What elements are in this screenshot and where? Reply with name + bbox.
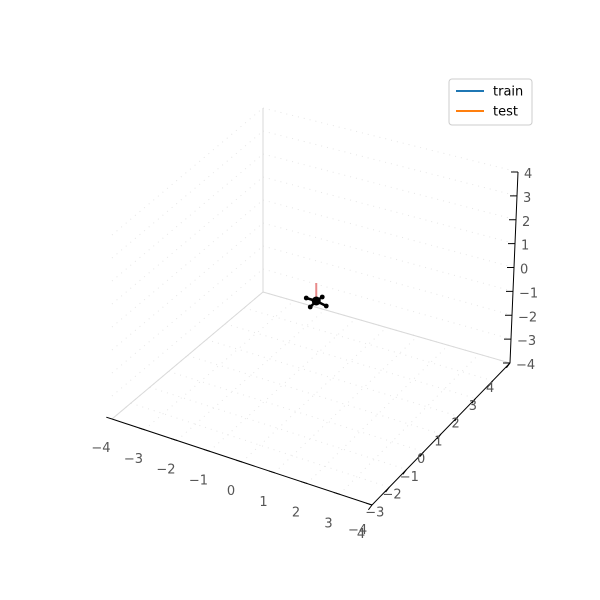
grid-line-wall-left: [111, 107, 264, 236]
y-axis-tick: [471, 398, 476, 404]
axes-layer: [111, 108, 519, 506]
x-axis-tick-label: −4: [91, 441, 110, 456]
x-axis-tick-label: −2: [156, 463, 175, 478]
y-axis-tick: [419, 451, 425, 457]
x-axis-tick: [106, 416, 113, 420]
grid-line-wall-left: [111, 130, 264, 259]
x-axis-tick-label: −1: [189, 473, 208, 488]
x-axis-tick: [333, 491, 340, 495]
y-axis-tick-label: 4: [486, 381, 494, 396]
pane-edge: [262, 291, 511, 364]
grid-line-floor-y: [168, 370, 424, 453]
y-axis-tick: [488, 380, 494, 386]
grid-line-floor-y: [206, 339, 459, 417]
grid-line-wall-left: [111, 245, 264, 374]
y-axis-tick-label: 2: [452, 417, 460, 432]
drone-rotor: [323, 303, 329, 309]
y-axis-tick-label: −2: [383, 488, 402, 503]
y-axis-tick-label: −1: [400, 470, 419, 485]
grid-line-floor-x: [306, 344, 449, 484]
grid-line-wall-back: [262, 130, 518, 197]
z-axis-tick-label: −1: [519, 286, 538, 301]
pane-edge: [111, 291, 264, 420]
x-axis-tick: [138, 427, 145, 431]
z-axis-tick-label: 3: [523, 191, 531, 206]
grid-line-floor-x: [274, 336, 418, 474]
drone-rotor: [319, 294, 325, 300]
legend-label-train: train: [493, 85, 523, 100]
grid-line-wall-left: [111, 199, 264, 328]
grid-line-floor-y: [187, 355, 442, 435]
x-axis-tick: [203, 448, 210, 452]
drone-rotor: [303, 295, 309, 301]
grid-line-wall-back: [262, 153, 517, 221]
z-axis-tick-label: −3: [517, 334, 536, 349]
grid-line-floor-y: [243, 307, 493, 382]
x-axis-tick: [366, 502, 373, 506]
z-axis-tick-label: 1: [521, 239, 529, 254]
x-axis-tick: [236, 459, 243, 463]
y-axis-tick: [505, 362, 511, 369]
z-axis-tick-label: 2: [522, 215, 530, 230]
x-axis-tick: [268, 470, 275, 474]
drone-marker: [303, 283, 329, 310]
drone-body: [311, 296, 321, 306]
x-axis-tick-label: 3: [324, 516, 332, 531]
x-axis-tick: [171, 438, 178, 441]
x-axis-tick-label: 4: [357, 527, 365, 542]
grid-line-floor-x: [144, 300, 295, 431]
y-axis-tick: [436, 433, 442, 440]
y-axis-tick: [367, 504, 373, 511]
z-axis-tick-label: −2: [518, 310, 537, 325]
legend-label-test: test: [493, 105, 518, 120]
y-axis-tick: [454, 415, 459, 422]
grid-line-wall-back: [262, 222, 514, 292]
grid-line-wall-left: [111, 268, 264, 397]
x-axis-tick-label: −3: [124, 452, 143, 467]
grid-line-wall-back: [262, 268, 512, 340]
grid-line-floor-y: [149, 386, 407, 470]
x-axis-tick-label: 0: [227, 484, 235, 499]
grid-line-wall-back: [262, 199, 515, 268]
z-axis-tick-label: 4: [524, 167, 532, 182]
drone-rotor: [307, 304, 313, 310]
y-axis-tick-label: −4: [348, 523, 367, 538]
legend: train test: [448, 78, 533, 126]
grid-line-floor-y: [225, 323, 476, 399]
x-axis-tick-label: 1: [259, 495, 267, 510]
z-axis-tick-label: 0: [520, 263, 528, 278]
x-axis-tick: [301, 481, 308, 484]
grid-line-wall-back: [262, 176, 516, 245]
y-axis-tick-label: 1: [434, 434, 442, 449]
z-axis-tick-label: −4: [516, 358, 535, 373]
grid-line-wall-left: [111, 176, 264, 305]
grid-line-wall-back: [262, 245, 513, 316]
y-axis-tick-label: −3: [365, 505, 384, 520]
y-axis-tick-label: 0: [417, 452, 425, 467]
grid-line-floor-x: [209, 318, 356, 452]
x-axis-tick-label: 2: [292, 506, 300, 521]
y-axis-tick: [385, 486, 390, 493]
y-axis-tick-label: 3: [469, 399, 477, 414]
grid-line-wall-left: [111, 153, 264, 282]
grid-line-wall-left: [111, 222, 264, 351]
y-axis-tick: [402, 469, 407, 475]
